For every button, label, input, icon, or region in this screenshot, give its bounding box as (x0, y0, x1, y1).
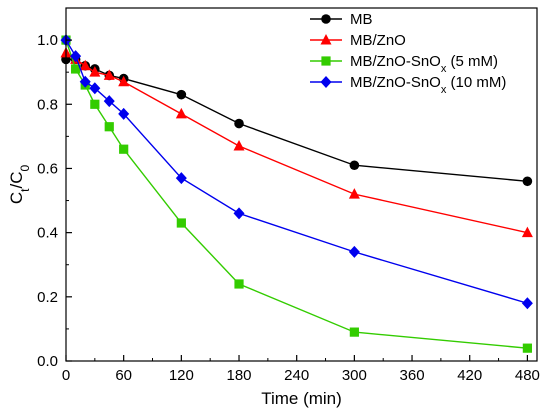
data-point (234, 279, 244, 289)
series-layer (60, 34, 533, 353)
legend-item: MB/ZnO (310, 32, 406, 49)
data-point (118, 107, 130, 120)
data-point (234, 118, 244, 129)
data-point (104, 122, 114, 132)
x-tick-label: 60 (115, 367, 132, 384)
y-axis-title: Ct/C0 (7, 165, 32, 205)
data-point (522, 176, 533, 187)
y-tick-label: 1.0 (37, 32, 58, 49)
data-point (71, 64, 81, 74)
y-tick-label: 0.8 (37, 96, 58, 113)
data-point (521, 297, 533, 310)
x-tick-label: 300 (342, 367, 367, 384)
x-axis-title: Time (min) (261, 389, 342, 408)
data-point (79, 59, 91, 71)
data-point (349, 160, 360, 171)
data-point (176, 89, 187, 100)
data-point (118, 75, 130, 87)
data-point (175, 107, 187, 119)
legend: MB MB/ZnO MB/ZnO-SnOx (5 mM)MB/ZnO-SnOx (1… (310, 11, 506, 96)
legend-marker (320, 76, 332, 88)
data-point (176, 218, 186, 228)
x-tick-label: 360 (400, 367, 425, 384)
legend-label: MB/ZnO-SnOx (10 mM) (350, 74, 506, 96)
legend-marker (321, 56, 331, 66)
series-line (65, 39, 528, 349)
legend-item: MB (310, 11, 373, 28)
data-point (103, 69, 115, 80)
legend-label: MB/ZnO-SnOx (5 mM) (350, 53, 498, 75)
legend-item: MB/ZnO-SnOx (10 mM) (310, 74, 506, 96)
data-point (349, 327, 359, 337)
x-tick-label: 120 (169, 367, 194, 384)
legend-marker (320, 34, 332, 45)
data-point (89, 66, 101, 77)
legend-label: MB/ZnO (350, 32, 406, 49)
y-tick-label: 0.2 (37, 289, 58, 306)
data-point (79, 75, 91, 88)
data-point (175, 172, 187, 185)
legend-item: MB/ZnO-SnOx (5 mM) (310, 53, 498, 75)
data-point (521, 226, 533, 238)
data-point (89, 82, 101, 95)
data-point (233, 207, 245, 220)
series-line (65, 39, 528, 304)
legend-marker (321, 14, 331, 24)
x-tick-label: 0 (62, 367, 70, 384)
ticks-layer: 0 60 120 180 240 300 360 420 480 0.0 0.2 0.4 0.6 0.8 1… (37, 32, 540, 384)
data-point (90, 99, 100, 109)
x-tick-label: 180 (227, 367, 252, 384)
series-3 (60, 34, 533, 310)
y-tick-label: 0.4 (37, 225, 58, 242)
y-tick-label: 0.6 (37, 160, 58, 177)
data-point (70, 50, 82, 63)
legend-label: MB (350, 11, 373, 28)
data-point (119, 144, 129, 154)
data-point (348, 188, 360, 199)
plot-frame (65, 7, 538, 362)
x-tick-label: 420 (457, 367, 482, 384)
data-point (522, 343, 532, 353)
series-0 (61, 54, 533, 187)
data-point (233, 139, 245, 151)
data-point (103, 95, 115, 108)
y-tick-label: 0.0 (37, 353, 58, 370)
data-point (348, 245, 360, 258)
x-tick-label: 240 (284, 367, 309, 384)
x-tick-label: 480 (515, 367, 540, 384)
